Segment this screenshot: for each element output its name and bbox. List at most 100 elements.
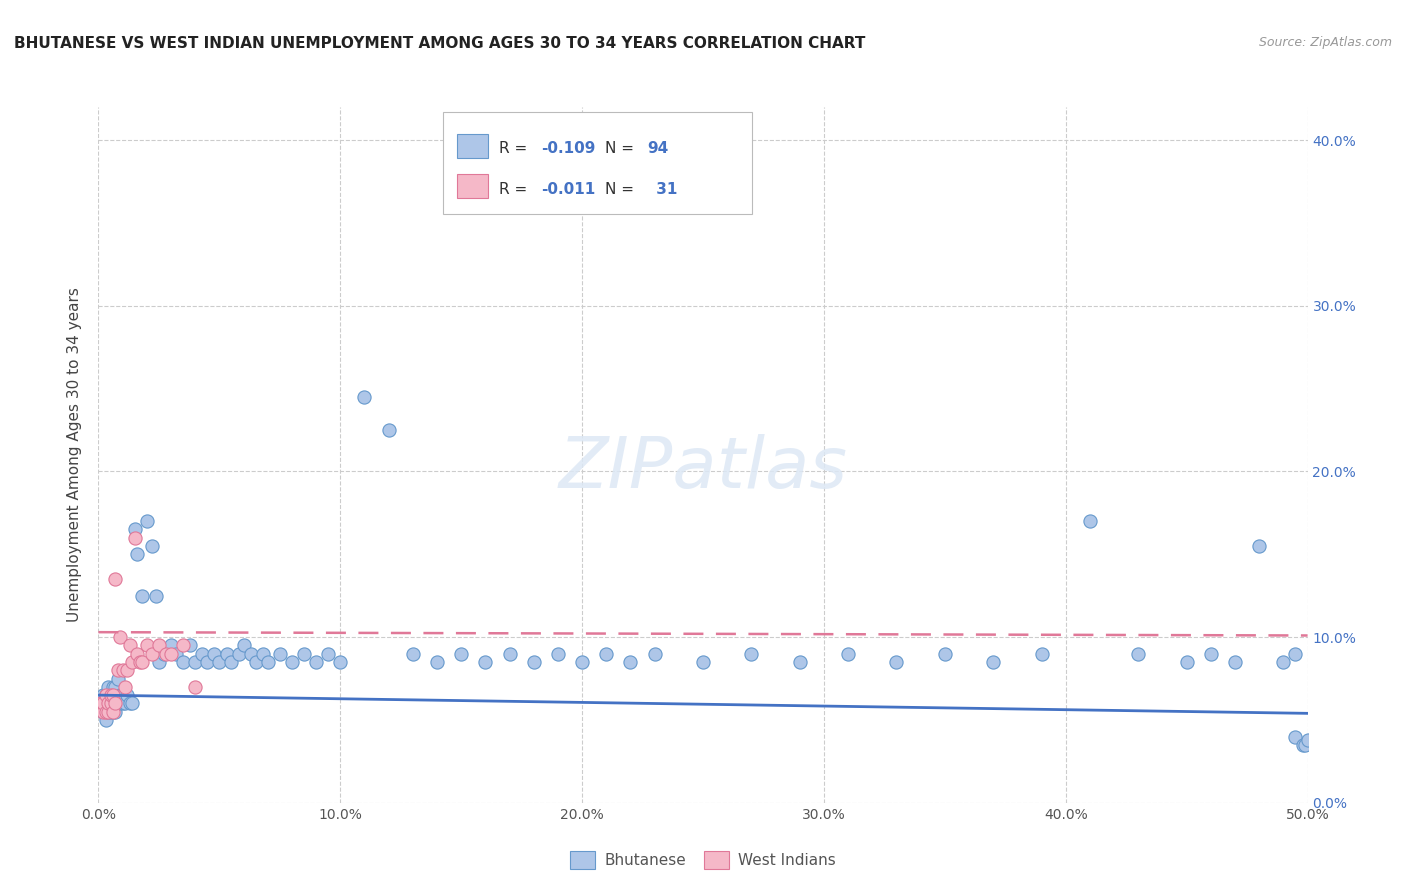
- Point: [97, 697, 120, 711]
- Point: [124, 523, 146, 537]
- Point: [100, 697, 122, 711]
- Point: [117, 688, 139, 702]
- Point: [474, 655, 496, 669]
- Point: [104, 680, 127, 694]
- Point: [100, 688, 122, 702]
- Point: [114, 697, 136, 711]
- Point: [91, 705, 114, 719]
- Point: [1223, 655, 1246, 669]
- Point: [692, 655, 714, 669]
- Point: [124, 531, 146, 545]
- Point: [128, 655, 150, 669]
- Point: [191, 647, 214, 661]
- Point: [208, 655, 231, 669]
- Point: [135, 639, 157, 653]
- Point: [114, 680, 136, 694]
- Legend: Bhutanese, West Indians: Bhutanese, West Indians: [564, 846, 842, 875]
- Point: [184, 655, 207, 669]
- Point: [127, 547, 149, 561]
- Point: [644, 647, 666, 661]
- Point: [155, 647, 177, 661]
- Point: [1128, 647, 1150, 661]
- Point: [353, 390, 375, 404]
- Point: [402, 647, 425, 661]
- Point: [111, 663, 134, 677]
- Point: [1249, 539, 1271, 553]
- Point: [1296, 732, 1319, 747]
- Point: [256, 655, 278, 669]
- Point: [316, 647, 339, 661]
- Text: Source: ZipAtlas.com: Source: ZipAtlas.com: [1258, 36, 1392, 49]
- Point: [571, 655, 593, 669]
- Point: [101, 688, 124, 702]
- Point: [90, 697, 112, 711]
- Text: 31: 31: [651, 182, 678, 196]
- Point: [1078, 514, 1101, 528]
- Point: [228, 647, 250, 661]
- Point: [886, 655, 908, 669]
- Point: [104, 688, 127, 702]
- Point: [94, 688, 117, 702]
- Point: [104, 697, 127, 711]
- Point: [1272, 655, 1295, 669]
- Point: [141, 539, 163, 553]
- Point: [934, 647, 956, 661]
- Point: [117, 663, 139, 677]
- Point: [145, 589, 167, 603]
- Point: [377, 423, 399, 437]
- Point: [239, 647, 262, 661]
- Point: [252, 647, 274, 661]
- Point: [329, 655, 352, 669]
- Point: [195, 655, 218, 669]
- Point: [232, 639, 254, 653]
- Point: [90, 697, 112, 711]
- Point: [104, 572, 127, 586]
- Point: [160, 647, 183, 661]
- Point: [1284, 730, 1306, 744]
- Point: [148, 655, 170, 669]
- Point: [108, 697, 131, 711]
- Text: R =: R =: [499, 142, 533, 156]
- Point: [740, 647, 762, 661]
- Point: [523, 655, 546, 669]
- Text: N =: N =: [605, 142, 638, 156]
- Point: [160, 639, 183, 653]
- Point: [305, 655, 328, 669]
- Point: [101, 705, 124, 719]
- Point: [450, 647, 472, 661]
- Point: [221, 655, 243, 669]
- Point: [547, 647, 569, 661]
- Point: [121, 697, 143, 711]
- Point: [1031, 647, 1053, 661]
- Point: [100, 697, 122, 711]
- Point: [215, 647, 238, 661]
- Point: [498, 647, 520, 661]
- Point: [111, 697, 134, 711]
- Point: [100, 705, 122, 719]
- Point: [172, 655, 194, 669]
- Point: [281, 655, 304, 669]
- Text: R =: R =: [499, 182, 533, 196]
- Point: [104, 705, 127, 719]
- Point: [141, 647, 163, 661]
- Point: [97, 688, 120, 702]
- Point: [981, 655, 1004, 669]
- Point: [91, 688, 114, 702]
- Point: [107, 697, 129, 711]
- Y-axis label: Unemployment Among Ages 30 to 34 years: Unemployment Among Ages 30 to 34 years: [67, 287, 83, 623]
- Point: [97, 680, 120, 694]
- Point: [619, 655, 641, 669]
- Point: [595, 647, 617, 661]
- Point: [1292, 738, 1315, 752]
- Point: [108, 630, 131, 644]
- Point: [118, 697, 141, 711]
- Point: [91, 705, 114, 719]
- Point: [837, 647, 859, 661]
- Point: [101, 705, 124, 719]
- Point: [292, 647, 315, 661]
- Point: [100, 688, 122, 702]
- Point: [245, 655, 267, 669]
- Point: [108, 688, 131, 702]
- Point: [165, 647, 187, 661]
- Point: [135, 514, 157, 528]
